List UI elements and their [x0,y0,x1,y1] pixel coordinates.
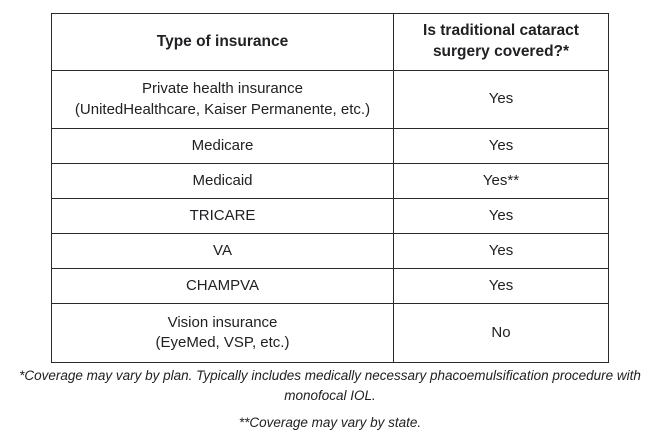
header-type-of-insurance: Type of insurance [51,13,394,71]
table-row: Medicare Yes [51,128,609,164]
insurance-coverage-table: Type of insurance Is traditional catarac… [51,13,609,363]
header-covered: Is traditional cataract surgery covered?… [393,13,609,71]
table-row: Medicaid Yes** [51,163,609,199]
table-row: CHAMPVA Yes [51,268,609,304]
cell-insurance-type: VA [51,233,394,269]
cell-covered: Yes [393,70,609,129]
cell-covered: Yes [393,268,609,304]
cell-covered: Yes [393,198,609,234]
table-row: TRICARE Yes [51,198,609,234]
cell-insurance-type: Medicare [51,128,394,164]
cell-insurance-type: Medicaid [51,163,394,199]
table-header-row: Type of insurance Is traditional catarac… [51,13,609,71]
footnote-coverage-by-state: **Coverage may vary by state. [238,415,422,430]
cell-insurance-type: Vision insurance (EyeMed, VSP, etc.) [51,303,394,363]
table-row: VA Yes [51,233,609,269]
cell-insurance-type: TRICARE [51,198,394,234]
table-row: Private health insurance (UnitedHealthca… [51,70,609,129]
cell-insurance-type: Private health insurance (UnitedHealthca… [51,70,394,129]
table-row: Vision insurance (EyeMed, VSP, etc.) No [51,303,609,363]
cell-covered: No [393,303,609,363]
cell-insurance-type: CHAMPVA [51,268,394,304]
cell-covered: Yes** [393,163,609,199]
cell-covered: Yes [393,128,609,164]
footnote-coverage-by-plan: *Coverage may vary by plan. Typically in… [19,368,641,403]
cell-covered: Yes [393,233,609,269]
